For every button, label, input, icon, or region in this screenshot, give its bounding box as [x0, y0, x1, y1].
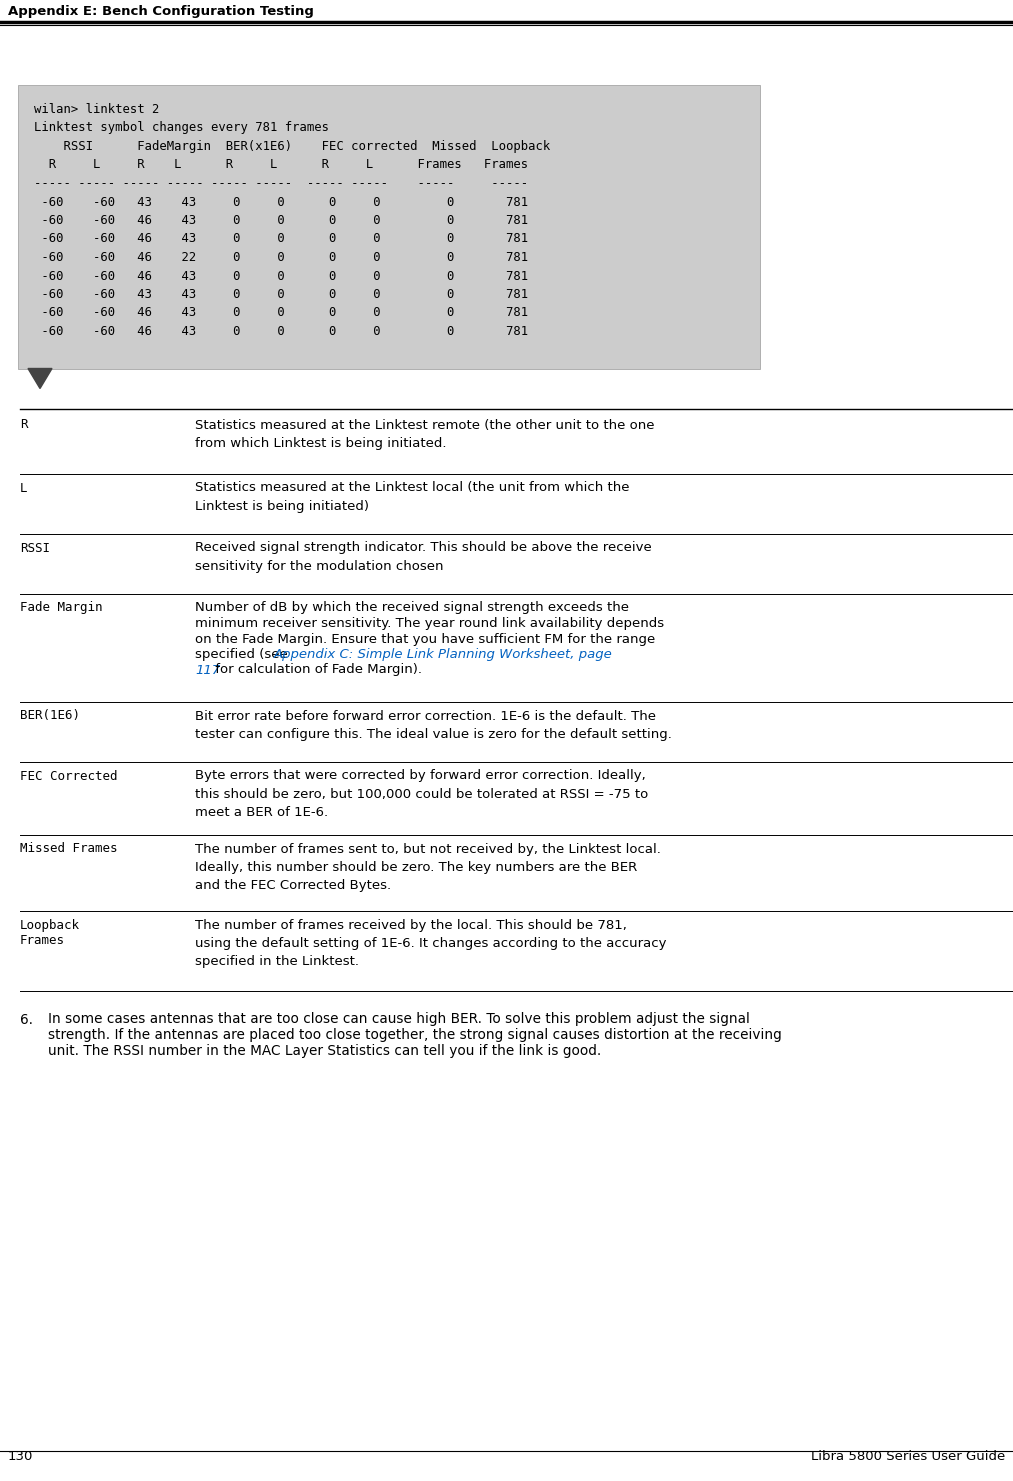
- Text: L: L: [20, 481, 27, 495]
- Text: ----- ----- ----- ----- ----- -----  ----- -----    -----     -----: ----- ----- ----- ----- ----- ----- ----…: [34, 178, 528, 190]
- Text: Statistics measured at the Linktest local (the unit from which the
Linktest is b: Statistics measured at the Linktest loca…: [194, 481, 629, 512]
- Text: Appendix E: Bench Configuration Testing: Appendix E: Bench Configuration Testing: [8, 4, 314, 18]
- Text: In some cases antennas that are too close can cause high BER. To solve this prob: In some cases antennas that are too clos…: [48, 1013, 750, 1026]
- Text: RSSI: RSSI: [20, 542, 50, 554]
- Text: Number of dB by which the received signal strength exceeds the: Number of dB by which the received signa…: [194, 601, 629, 615]
- Text: The number of frames received by the local. This should be 781,
using the defaul: The number of frames received by the loc…: [194, 918, 667, 969]
- Text: unit. The RSSI number in the MAC Layer Statistics can tell you if the link is go: unit. The RSSI number in the MAC Layer S…: [48, 1044, 602, 1059]
- Text: 130: 130: [8, 1450, 33, 1463]
- Text: Missed Frames: Missed Frames: [20, 843, 118, 856]
- Text: FEC Corrected: FEC Corrected: [20, 770, 118, 782]
- Text: -60    -60   46    43     0     0      0     0         0       781: -60 -60 46 43 0 0 0 0 0 781: [34, 270, 528, 283]
- Text: The number of frames sent to, but not received by, the Linktest local.
Ideally, : The number of frames sent to, but not re…: [194, 843, 660, 893]
- Text: strength. If the antennas are placed too close together, the strong signal cause: strength. If the antennas are placed too…: [48, 1028, 782, 1043]
- Text: -60    -60   46    43     0     0      0     0         0       781: -60 -60 46 43 0 0 0 0 0 781: [34, 233, 528, 246]
- Text: Libra 5800 Series User Guide: Libra 5800 Series User Guide: [810, 1450, 1005, 1463]
- Text: for calculation of Fade Margin).: for calculation of Fade Margin).: [211, 663, 421, 677]
- Text: Byte errors that were corrected by forward error correction. Ideally,
this shoul: Byte errors that were corrected by forwa…: [194, 770, 648, 819]
- Text: Linktest symbol changes every 781 frames: Linktest symbol changes every 781 frames: [34, 121, 329, 135]
- Text: Appendix C: Simple Link Planning Worksheet, page: Appendix C: Simple Link Planning Workshe…: [275, 649, 613, 661]
- Text: Fade Margin: Fade Margin: [20, 601, 102, 615]
- Text: Loopback
Frames: Loopback Frames: [20, 918, 80, 946]
- Text: -60    -60   43    43     0     0      0     0         0       781: -60 -60 43 43 0 0 0 0 0 781: [34, 287, 528, 301]
- Bar: [18, 84, 760, 369]
- Text: on the Fade Margin. Ensure that you have sufficient FM for the range: on the Fade Margin. Ensure that you have…: [194, 632, 655, 646]
- Text: BER(1E6): BER(1E6): [20, 709, 80, 723]
- Text: -60    -60   46    43     0     0      0     0         0       781: -60 -60 46 43 0 0 0 0 0 781: [34, 213, 528, 227]
- Text: minimum receiver sensitivity. The year round link availability depends: minimum receiver sensitivity. The year r…: [194, 618, 665, 629]
- Text: -60    -60   46    43     0     0      0     0         0       781: -60 -60 46 43 0 0 0 0 0 781: [34, 307, 528, 320]
- Polygon shape: [28, 369, 52, 388]
- Text: Statistics measured at the Linktest remote (the other unit to the one
from which: Statistics measured at the Linktest remo…: [194, 419, 654, 450]
- Text: -60    -60   46    43     0     0      0     0         0       781: -60 -60 46 43 0 0 0 0 0 781: [34, 324, 528, 338]
- Text: 6.: 6.: [20, 1013, 33, 1026]
- Text: RSSI      FadeMargin  BER(x1E6)    FEC corrected  Missed  Loopback: RSSI FadeMargin BER(x1E6) FEC corrected …: [34, 141, 550, 153]
- Text: specified (see: specified (see: [194, 649, 292, 661]
- Text: R: R: [20, 419, 27, 431]
- Text: Received signal strength indicator. This should be above the receive
sensitivity: Received signal strength indicator. This…: [194, 542, 651, 573]
- Text: -60    -60   43    43     0     0      0     0         0       781: -60 -60 43 43 0 0 0 0 0 781: [34, 195, 528, 209]
- Text: 117: 117: [194, 663, 220, 677]
- Text: R     L     R    L      R     L      R     L      Frames   Frames: R L R L R L R L Frames Frames: [34, 158, 528, 172]
- Text: -60    -60   46    22     0     0      0     0         0       781: -60 -60 46 22 0 0 0 0 0 781: [34, 250, 528, 264]
- Text: wilan> linktest 2: wilan> linktest 2: [34, 104, 159, 116]
- Text: Bit error rate before forward error correction. 1E-6 is the default. The
tester : Bit error rate before forward error corr…: [194, 709, 672, 740]
